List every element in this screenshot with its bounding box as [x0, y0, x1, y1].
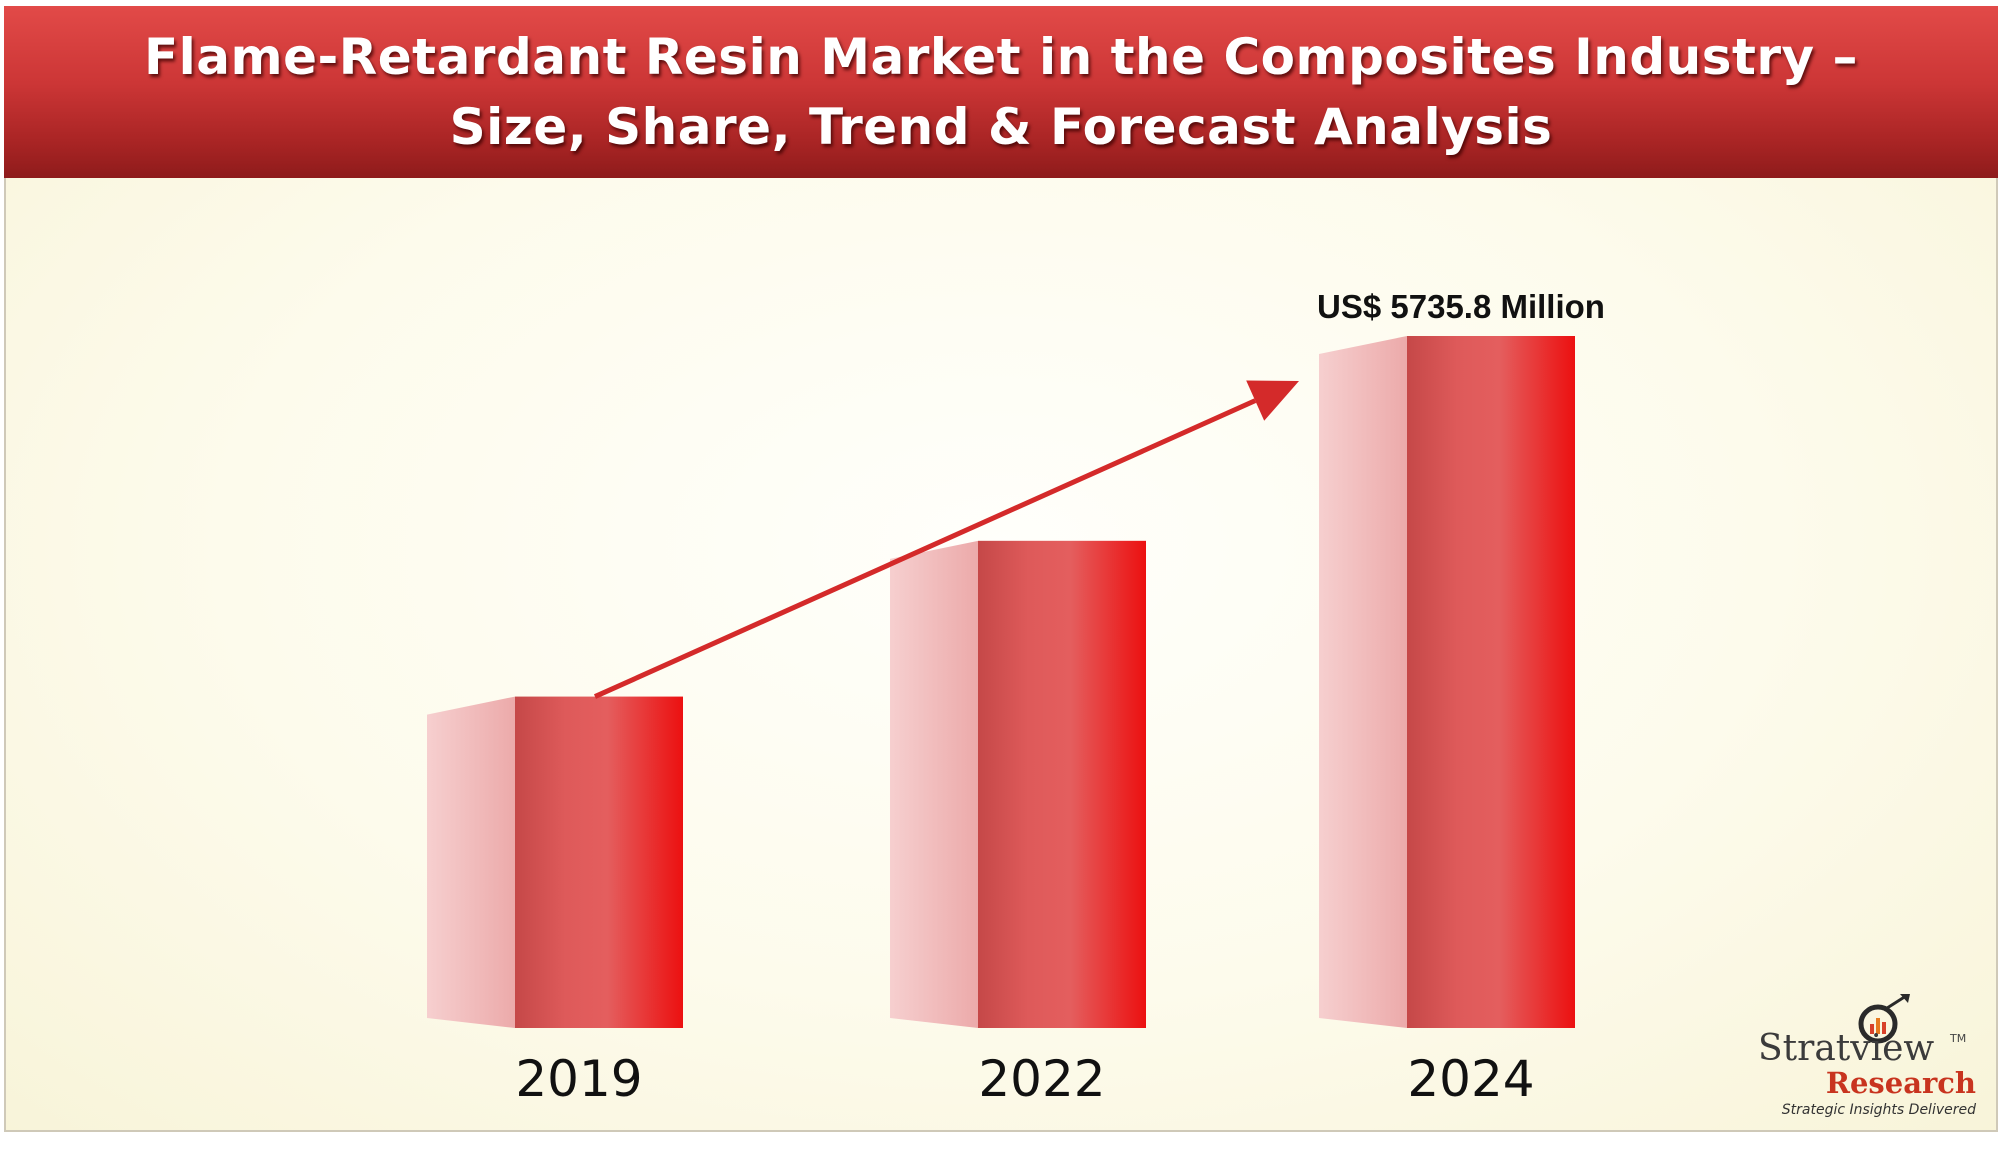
x-tick-label-2022: 2022	[978, 1050, 1105, 1108]
chart-title-line-1: Flame-Retardant Resin Market in the Comp…	[143, 28, 1859, 86]
magnifier-chart-icon	[1858, 994, 1910, 1044]
bar-side-2019	[427, 696, 515, 1028]
bar-2019	[515, 696, 683, 1028]
brand-name: Stratview	[1758, 1028, 1935, 1069]
bar-side-2024	[1319, 336, 1407, 1028]
trend-arrow-head	[1246, 380, 1299, 421]
trend-arrow-shaft	[593, 398, 1257, 699]
bar-2024	[1407, 336, 1575, 1028]
title-banner: Flame-Retardant Resin Market in the Comp…	[4, 6, 1998, 178]
brand-logo: Stratview TM Research Strategic Insights…	[1754, 994, 1984, 1124]
x-tick-label-2024: 2024	[1407, 1050, 1534, 1108]
chart-title-line-2: Size, Share, Trend & Forecast Analysis	[449, 98, 1553, 156]
x-tick-label-2019: 2019	[515, 1050, 642, 1108]
data-label-2024: US$ 5735.8 Million	[1317, 288, 1605, 325]
bar-2022	[978, 540, 1146, 1028]
brand-tagline: Strategic Insights Delivered	[1781, 1102, 1976, 1118]
brand-subname: Research	[1825, 1066, 1976, 1100]
brand-trademark: TM	[1950, 1032, 1967, 1045]
bar-side-2022	[890, 540, 978, 1028]
